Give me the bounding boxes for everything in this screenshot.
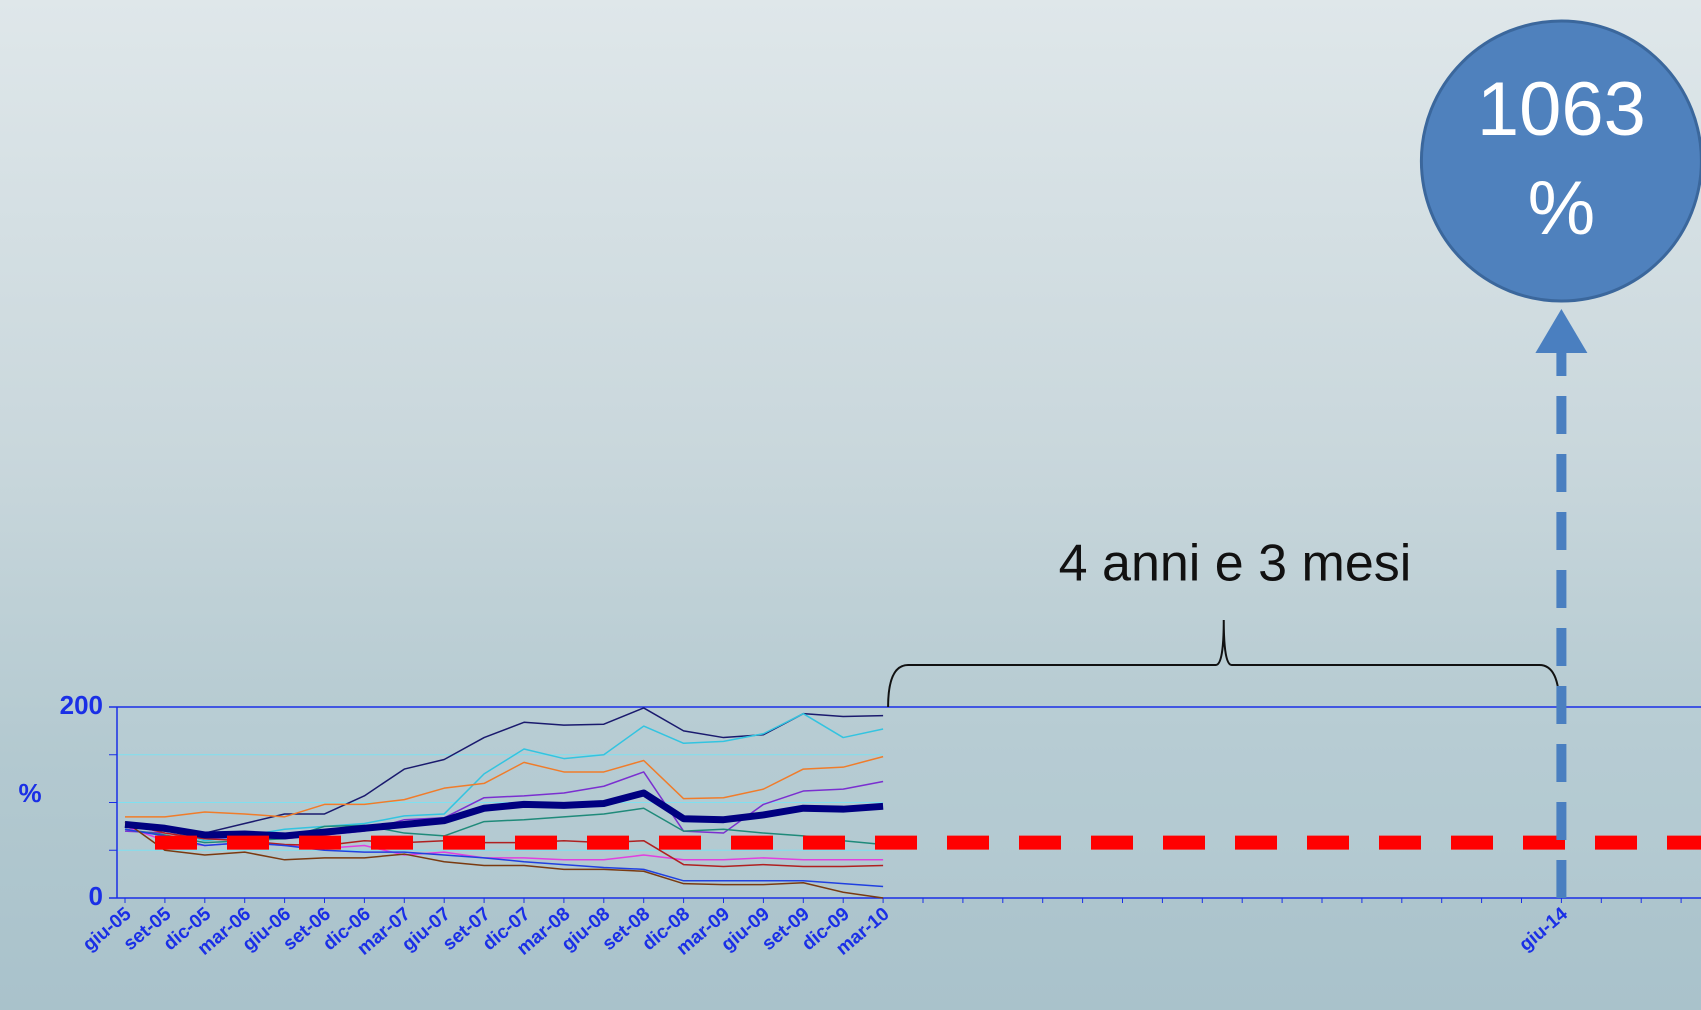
- y-tick-label: 0: [89, 881, 103, 911]
- series-line: [125, 755, 884, 818]
- y-tick-label: 200: [60, 690, 103, 720]
- callout-circle: [1419, 19, 1701, 303]
- series-line: [124, 789, 884, 840]
- annotation: 4 anni e 3 mesi: [1059, 535, 1412, 593]
- y-axis-label: %: [18, 778, 41, 808]
- bracket: [887, 619, 1561, 708]
- arrow-head: [1535, 309, 1588, 353]
- x-tick-label: giu-14: [1515, 903, 1572, 955]
- series-line: [124, 820, 884, 899]
- callout-text: 1063 %: [1476, 67, 1646, 251]
